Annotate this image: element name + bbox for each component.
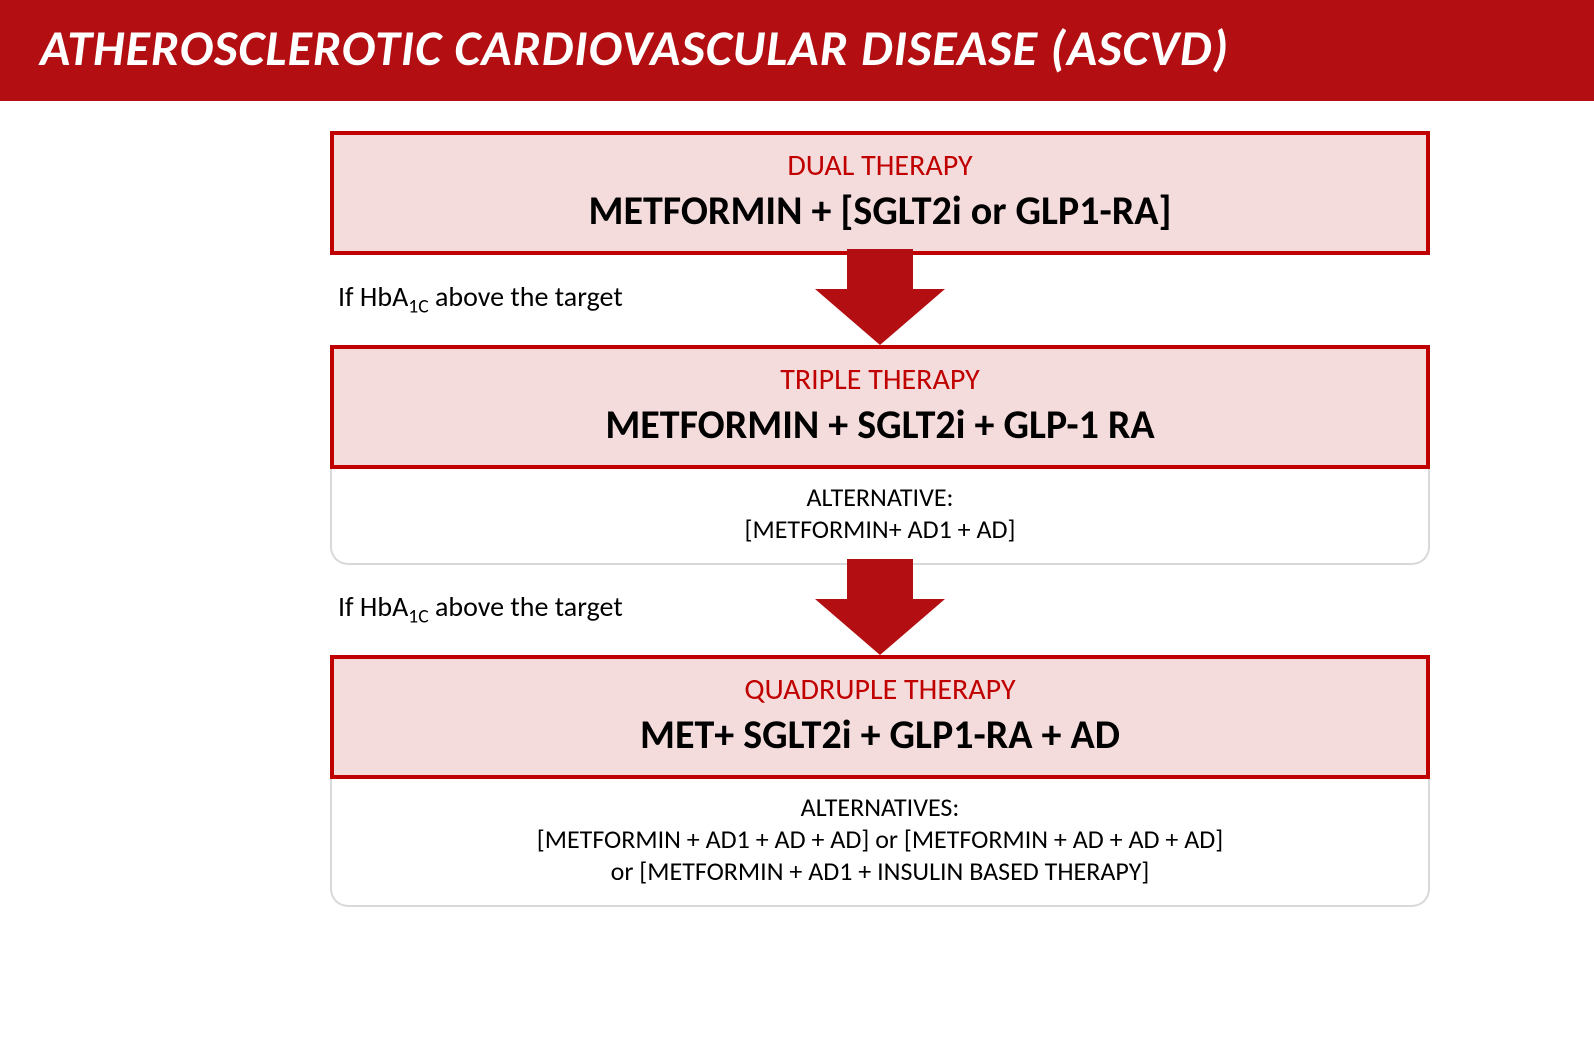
condition-text: If HbA1C above the target [338,279,623,319]
therapy-label: QUADRUPLE THERAPY [344,671,1416,708]
page-header: ATHEROSCLEROTIC CARDIOVASCULAR DISEASE (… [0,0,1594,101]
arrow-row-2: If HbA1C above the target [330,565,1430,655]
therapy-box-triple: TRIPLE THERAPY METFORMIN + SGLT2i + GLP-… [330,345,1430,469]
therapy-content: METFORMIN + SGLT2i + GLP-1 RA [344,400,1416,449]
alt-line: [METFORMIN + AD1 + AD + AD] or [METFORMI… [342,823,1418,855]
alt-line: or [METFORMIN + AD1 + INSULIN BASED THER… [342,855,1418,887]
alt-header: ALTERNATIVES: [342,791,1418,823]
header-title: ATHEROSCLEROTIC CARDIOVASCULAR DISEASE (… [40,18,1229,79]
flowchart: DUAL THERAPY METFORMIN + [SGLT2i or GLP1… [330,131,1430,907]
therapy-box-dual: DUAL THERAPY METFORMIN + [SGLT2i or GLP1… [330,131,1430,255]
alt-line: [METFORMIN+ AD1 + AD] [342,513,1418,545]
down-arrow-icon [815,249,945,345]
therapy-content: MET+ SGLT2i + GLP1-RA + AD [344,710,1416,759]
down-arrow-icon [815,559,945,655]
therapy-box-quadruple: QUADRUPLE THERAPY MET+ SGLT2i + GLP1-RA … [330,655,1430,779]
alt-header: ALTERNATIVE: [342,481,1418,513]
therapy-content: METFORMIN + [SGLT2i or GLP1-RA] [344,186,1416,235]
therapy-label: DUAL THERAPY [344,147,1416,184]
alt-box-quadruple: ALTERNATIVES: [METFORMIN + AD1 + AD + AD… [330,777,1430,907]
alt-box-triple: ALTERNATIVE: [METFORMIN+ AD1 + AD] [330,467,1430,565]
arrow-row-1: If HbA1C above the target [330,255,1430,345]
condition-text: If HbA1C above the target [338,589,623,629]
therapy-label: TRIPLE THERAPY [344,361,1416,398]
